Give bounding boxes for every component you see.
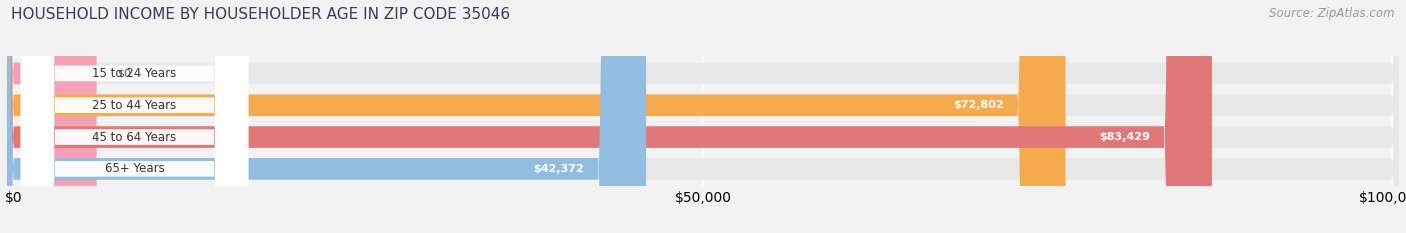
FancyBboxPatch shape: [0, 0, 1066, 233]
Text: $42,372: $42,372: [533, 164, 583, 174]
Text: 65+ Years: 65+ Years: [104, 162, 165, 175]
FancyBboxPatch shape: [0, 0, 97, 233]
FancyBboxPatch shape: [21, 0, 249, 233]
Text: Source: ZipAtlas.com: Source: ZipAtlas.com: [1270, 7, 1395, 20]
Text: $0: $0: [117, 69, 131, 79]
FancyBboxPatch shape: [21, 0, 249, 233]
Text: HOUSEHOLD INCOME BY HOUSEHOLDER AGE IN ZIP CODE 35046: HOUSEHOLD INCOME BY HOUSEHOLDER AGE IN Z…: [11, 7, 510, 22]
FancyBboxPatch shape: [21, 0, 249, 233]
Text: $83,429: $83,429: [1099, 132, 1150, 142]
Text: 15 to 24 Years: 15 to 24 Years: [93, 67, 177, 80]
FancyBboxPatch shape: [0, 0, 647, 233]
Text: $72,802: $72,802: [953, 100, 1004, 110]
Text: 25 to 44 Years: 25 to 44 Years: [93, 99, 177, 112]
FancyBboxPatch shape: [21, 0, 249, 233]
Text: 45 to 64 Years: 45 to 64 Years: [93, 130, 177, 144]
FancyBboxPatch shape: [0, 0, 1212, 233]
